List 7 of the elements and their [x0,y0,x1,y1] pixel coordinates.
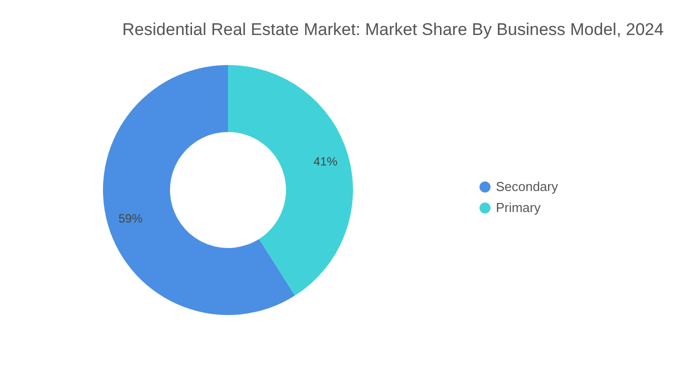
chart-title: Residential Real Estate Market: Market Share By Business Model, 2024 [121,19,665,40]
data-label: 59% [118,211,143,226]
legend-label: Secondary [496,179,558,194]
donut-slice [228,65,353,296]
donut-slice [103,65,295,315]
data-label: 41% [313,154,338,169]
legend-label: Primary [496,200,541,215]
